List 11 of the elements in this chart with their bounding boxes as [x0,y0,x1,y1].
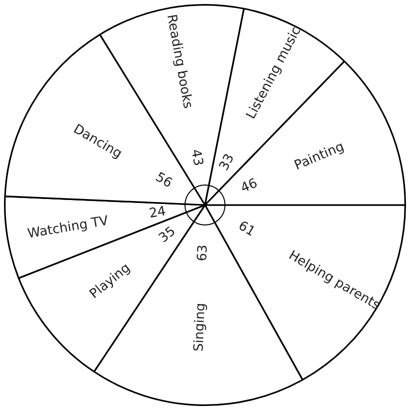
data-label: 63 [195,244,211,262]
slice-label: Watching TV [26,214,110,242]
slice-label: Reading books [163,13,196,110]
data-label: 24 [148,204,167,222]
data-label: 46 [238,176,260,196]
data-label: 56 [152,170,175,192]
data-label: 43 [188,148,206,168]
data-label: 33 [216,152,238,174]
data-label: 35 [156,224,179,246]
data-label: 61 [236,218,258,240]
slice-label: Singing [192,302,209,352]
